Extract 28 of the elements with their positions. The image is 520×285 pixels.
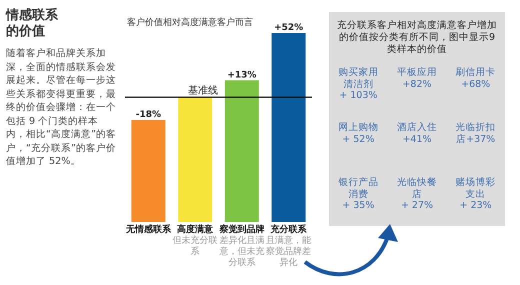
text: 赌场博彩支出 + 23%: [454, 177, 497, 212]
text: 银行产品消费 + 35%: [337, 177, 380, 212]
x-tick-label: 无情感联系: [124, 225, 172, 236]
text: 购买家用清洁剂 + 103%: [337, 67, 380, 102]
bar: [131, 120, 166, 222]
text: 酒店入住+41%: [396, 122, 438, 145]
y-axis-title: 客户价值相对高度满意客户而言: [127, 18, 254, 29]
x-tick-label: 高度满意: [176, 225, 214, 236]
annotation: +52%: [274, 23, 304, 33]
text: 差异化且满意，但未充分联系: [218, 236, 266, 269]
annotation: -18%: [136, 110, 162, 120]
ref-line-label: 基准线: [188, 84, 218, 96]
bar: [272, 33, 306, 222]
text: 光临折扣店+37%: [454, 122, 497, 145]
x-tick-label: 察觉到品牌: [218, 225, 266, 236]
annotation: +13%: [227, 70, 256, 80]
bar: [178, 97, 212, 222]
text: 但未充分联系: [172, 236, 219, 258]
text: 光临快餐店 + 27%: [396, 177, 438, 212]
text: 随着客户和品牌关系加深，全面的情感联系会发展起来。尽管在每一步这些关系都变得更重要，最终的价值会骤增：在一个包括 9 个门类的样本内，相比“高度满意”的客户，“充分联系”的客户价值增加了 52%。: [6, 48, 116, 167]
text: 刷信用卡+68%: [454, 67, 497, 90]
text: 平板应用+82%: [396, 67, 438, 90]
bar: [224, 80, 259, 222]
text: 且满意，能察觉品牌差异化: [265, 236, 312, 269]
x-tick-label: 充分联系: [270, 225, 308, 236]
text: 网上购物 + 52%: [337, 122, 380, 145]
text: 充分联系客户相对高度满意客户增加的价值按分类有所不同，图中显示9类样本的价值: [336, 20, 498, 56]
chart-title: 情感联系的价值: [6, 8, 59, 40]
